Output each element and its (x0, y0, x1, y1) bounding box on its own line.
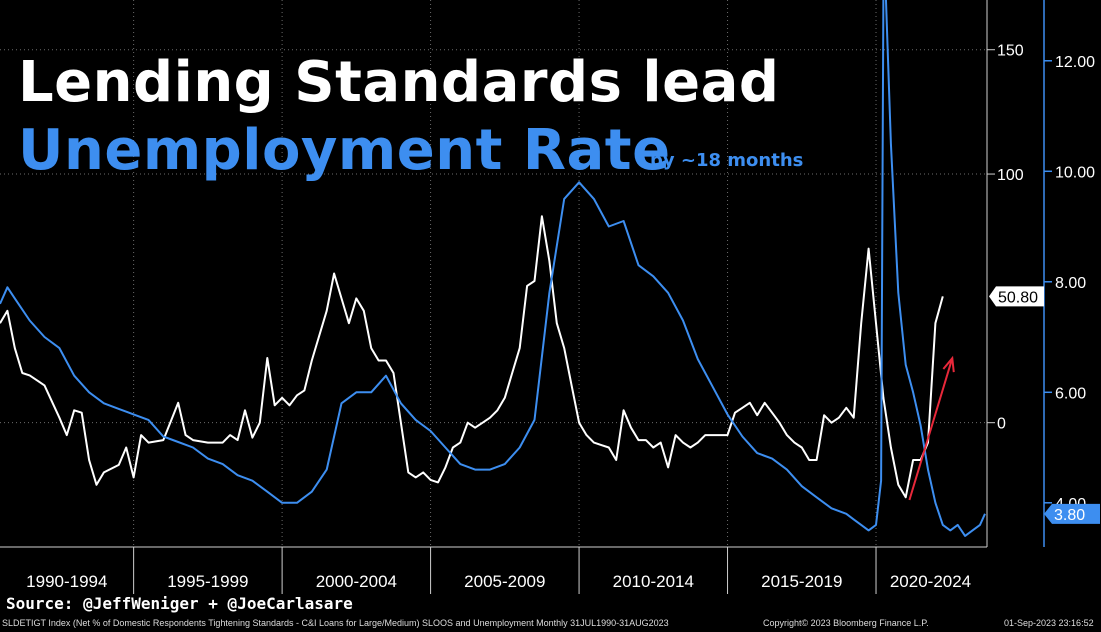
left-tick-label: 150 (997, 43, 1024, 60)
footer-timestamp: 01-Sep-2023 23:16:52 (1004, 618, 1094, 628)
right-tick-label: 12.00 (1055, 54, 1095, 71)
x-tick-label: 2005-2009 (464, 572, 545, 591)
series-line-unemployment (0, 0, 986, 537)
grid-lines (0, 0, 987, 547)
arrow-shaft (908, 357, 954, 501)
right-tick-label: 6.00 (1055, 385, 1086, 402)
chart-subtitle: by ~18 months (650, 150, 804, 171)
x-tick-label: 1995-1999 (167, 572, 248, 591)
annotation-arrow (908, 355, 955, 501)
footer-description: SLDETIGT Index (Net % of Domestic Respon… (2, 618, 669, 628)
x-axis: 1990-1994 1995-1999 2000-2004 2005-2009 2010… (0, 546, 987, 594)
last-value-badge-unemployment (1044, 503, 1100, 524)
x-tick-label: 2000-2004 (316, 572, 397, 591)
chart-title-line2: Unemployment Rate (18, 118, 671, 183)
series-lines (0, 0, 986, 537)
arrow-head (942, 355, 955, 373)
left-tick-label: 100 (997, 167, 1024, 184)
right-tick-label: 10.00 (1055, 164, 1095, 181)
footer-copyright: Copyright© 2023 Bloomberg Finance L.P. (763, 618, 929, 628)
left-axis: 150 100 0 (986, 0, 1024, 547)
last-value-labels: 50.80 3.80 (989, 286, 1100, 524)
x-tick-label: 2015-2019 (761, 572, 842, 591)
x-tick-label: 2020-2024 (890, 572, 971, 591)
x-tick-label: 2010-2014 (613, 572, 694, 591)
chart-title-line1: Lending Standards lead (18, 50, 780, 115)
right-tick-label: 8.00 (1055, 275, 1086, 292)
last-value-unemployment: 3.80 (1054, 507, 1085, 524)
left-tick-label: 0 (997, 416, 1006, 433)
last-value-badge-lending (989, 286, 1044, 307)
x-tick-label: 1990-1994 (26, 572, 107, 591)
source-credit: Source: @JeffWeniger + @JoeCarlasare (6, 594, 353, 613)
series-line-lending-standards (0, 215, 944, 499)
last-value-lending: 50.80 (998, 289, 1038, 306)
